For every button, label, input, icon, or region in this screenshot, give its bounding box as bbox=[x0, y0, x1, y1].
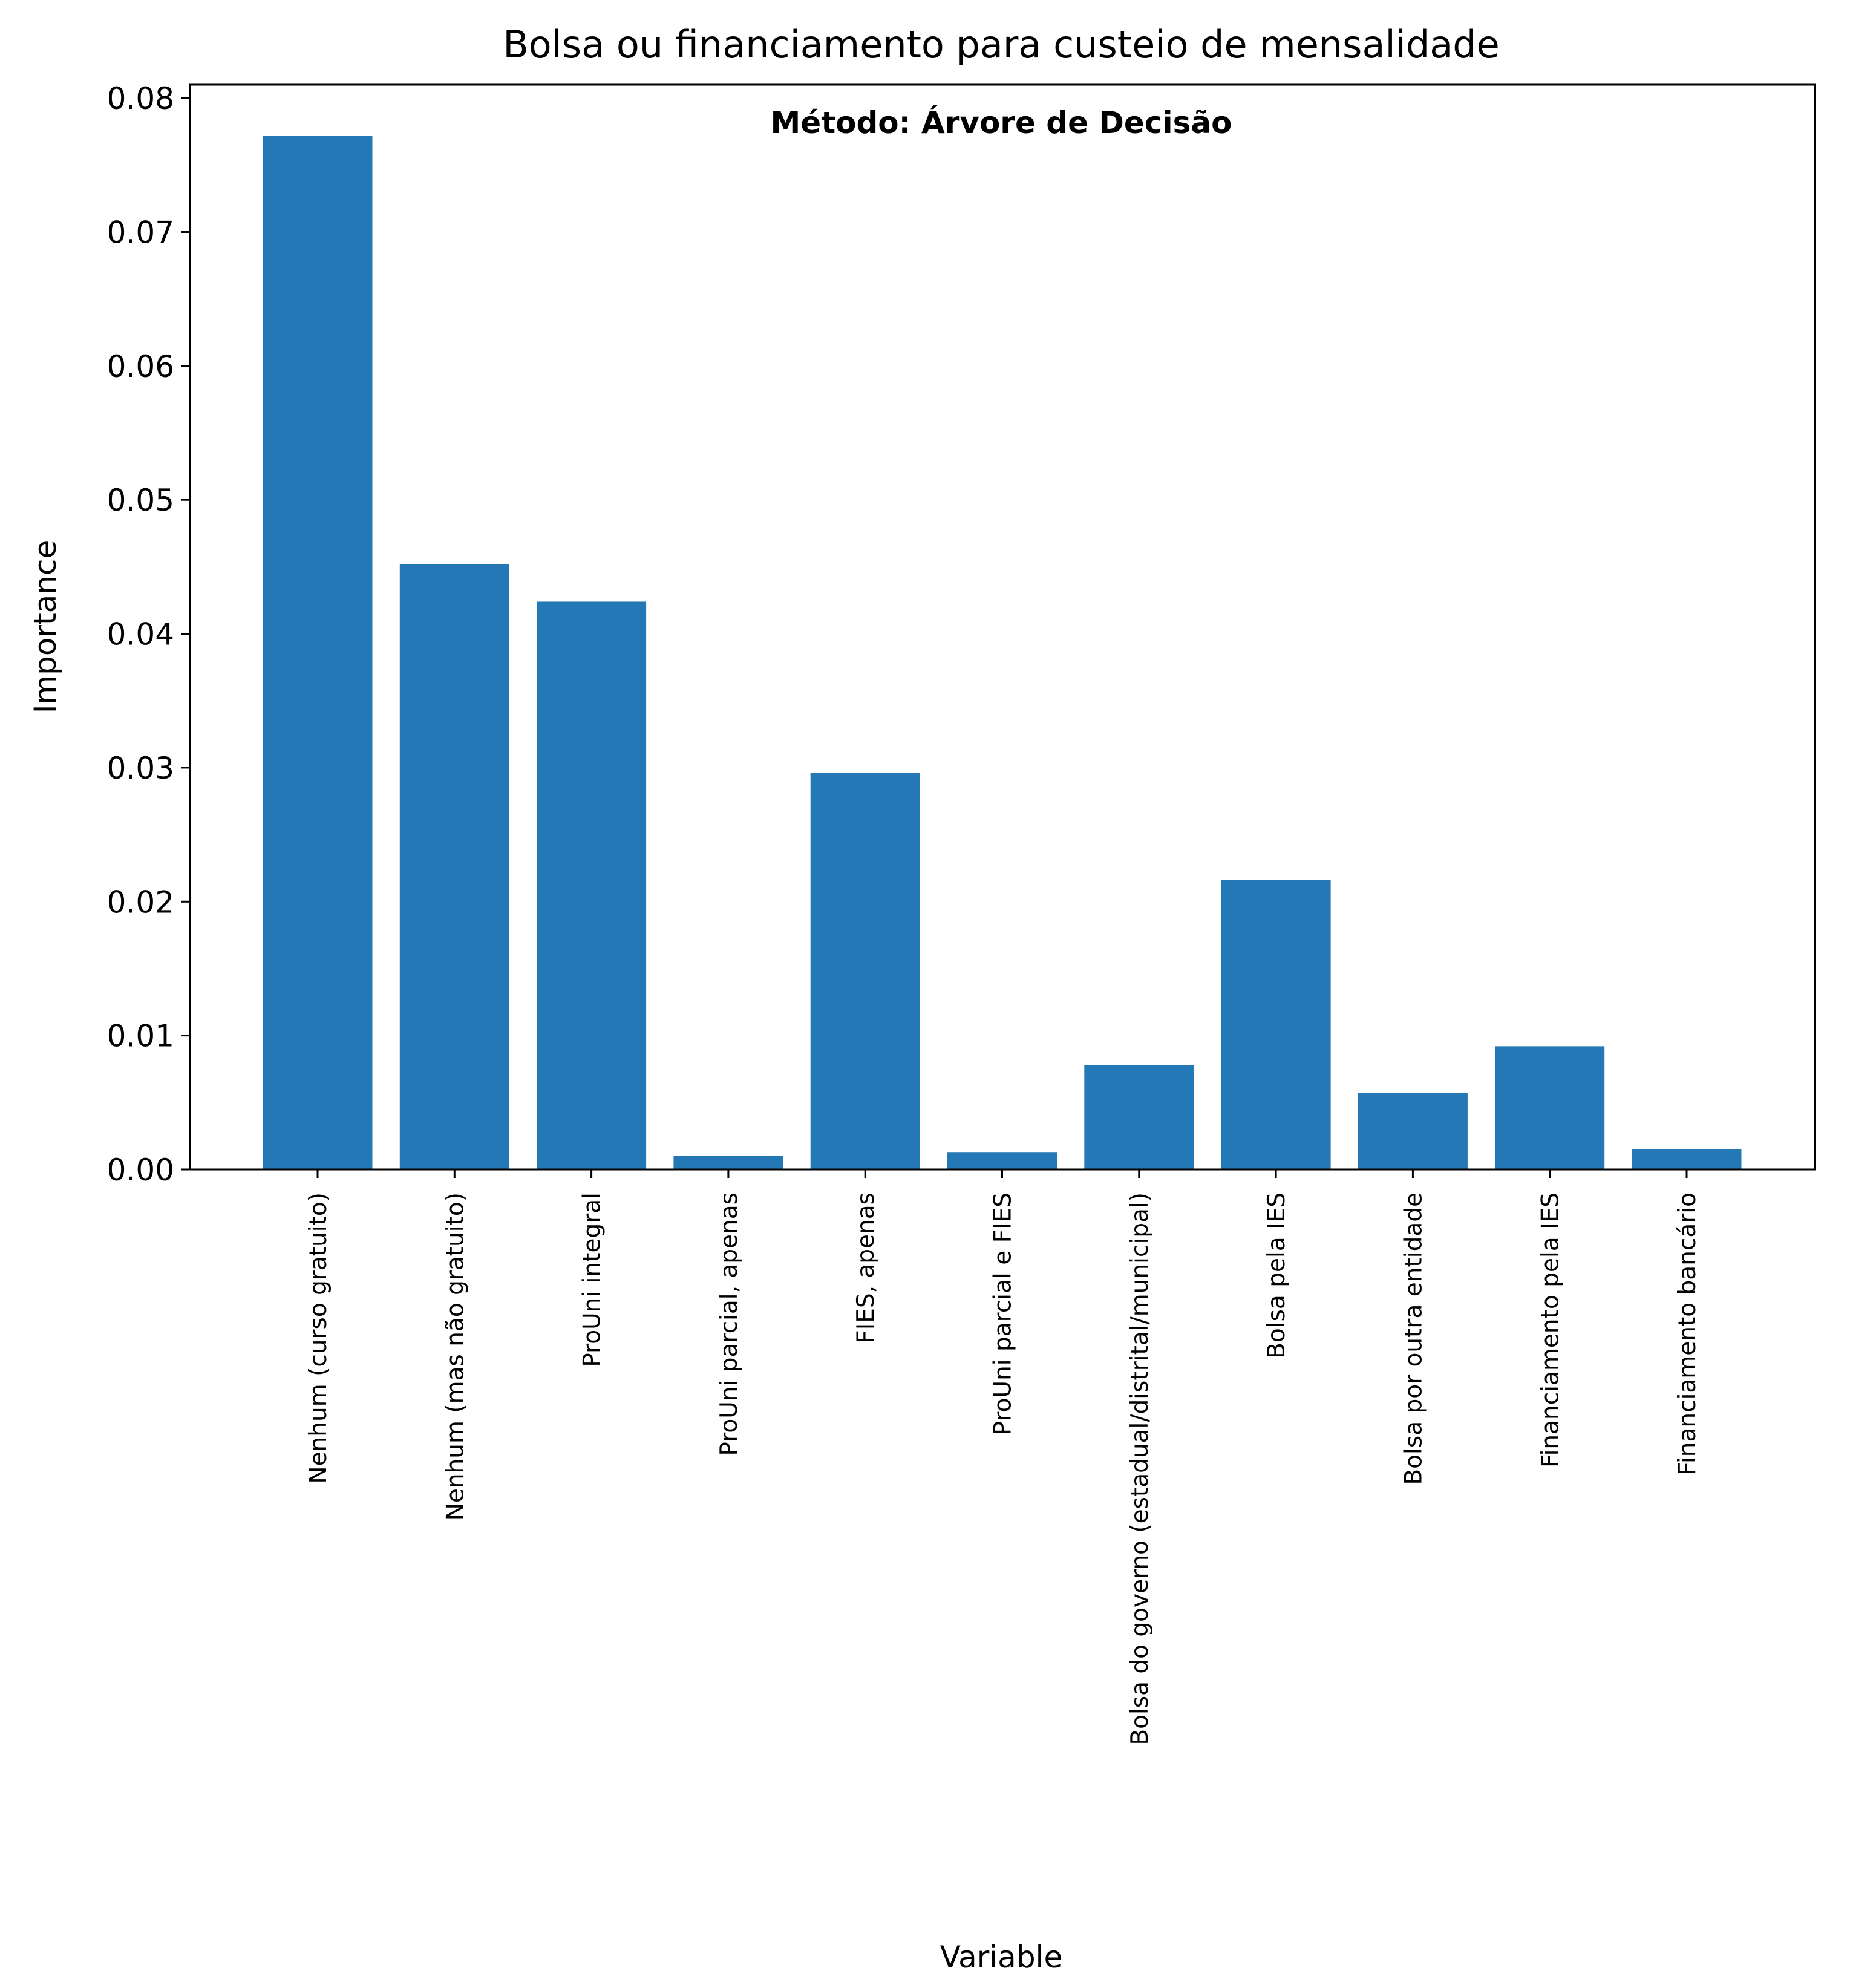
bar bbox=[1358, 1093, 1468, 1169]
y-tick-label: 0.08 bbox=[107, 81, 174, 116]
x-tick-label: Financiamento pela IES bbox=[1537, 1192, 1564, 1468]
x-tick-label: ProUni parcial, apenas bbox=[716, 1192, 743, 1456]
y-axis: 0.00 0.01 0.02 0.03 0.04 0.05 0.06 0.07 0.08 bbox=[107, 81, 190, 1188]
y-tick-label: 0.07 bbox=[107, 215, 174, 250]
x-tick-label: FIES, apenas bbox=[852, 1192, 880, 1344]
chart-title: Bolsa ou financiamento para custeio de m… bbox=[503, 22, 1500, 67]
bar bbox=[1221, 880, 1331, 1169]
y-tick-label: 0.02 bbox=[107, 884, 174, 920]
y-tick-label: 0.03 bbox=[107, 751, 174, 786]
y-axis-label: Importance bbox=[28, 540, 63, 714]
y-tick-label: 0.01 bbox=[107, 1019, 174, 1054]
bar bbox=[947, 1152, 1057, 1169]
y-tick-label: 0.00 bbox=[107, 1153, 174, 1188]
bar bbox=[1495, 1046, 1605, 1169]
x-tick-label: Nenhum (curso gratuito) bbox=[305, 1192, 332, 1484]
method-annotation: Método: Árvore de Decisão bbox=[771, 105, 1232, 140]
x-tick-label: Nenhum (mas não gratuito) bbox=[442, 1192, 469, 1520]
y-tick-label: 0.04 bbox=[107, 617, 174, 652]
y-tick-label: 0.06 bbox=[107, 349, 174, 384]
x-tick-label: ProUni parcial e FIES bbox=[990, 1192, 1017, 1435]
plot-frame bbox=[189, 83, 1816, 1171]
bar bbox=[399, 564, 509, 1169]
bar bbox=[263, 136, 373, 1169]
x-tick-label: Bolsa do governo (estadual/distrital/mun… bbox=[1126, 1192, 1154, 1745]
bar bbox=[1084, 1065, 1194, 1169]
bar bbox=[810, 773, 920, 1169]
bars-layer bbox=[263, 136, 1742, 1169]
x-axis-label: Variable bbox=[940, 1940, 1062, 1975]
x-axis: Nenhum (curso gratuito) Nenhum (mas não g… bbox=[305, 1169, 1701, 1745]
bar bbox=[673, 1156, 783, 1169]
x-tick-label: Bolsa pela IES bbox=[1263, 1192, 1290, 1359]
bar bbox=[537, 601, 647, 1169]
x-tick-label: Financiamento bancário bbox=[1674, 1192, 1701, 1476]
y-tick-label: 0.05 bbox=[107, 483, 174, 518]
x-tick-label: Bolsa por outra entidade bbox=[1400, 1192, 1427, 1485]
bar bbox=[1632, 1149, 1742, 1169]
x-tick-label: ProUni integral bbox=[579, 1192, 606, 1367]
